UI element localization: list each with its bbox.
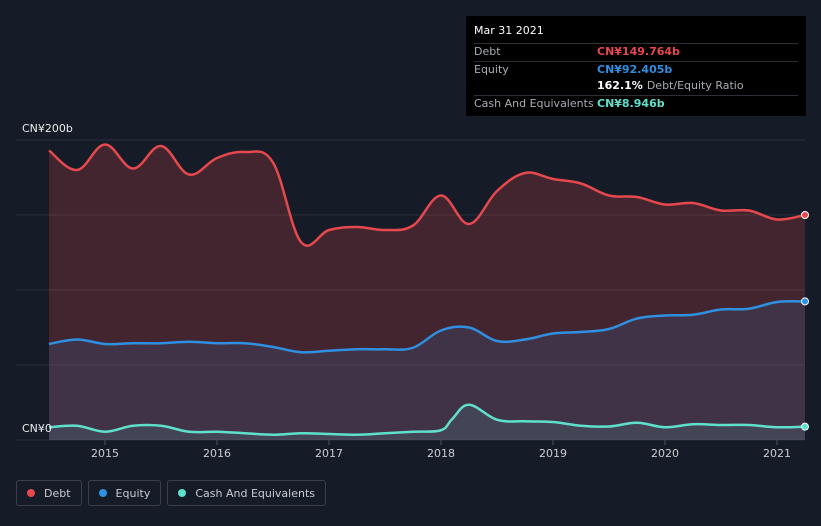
legend-label: Debt: [44, 486, 71, 500]
cash-area: [49, 404, 805, 440]
series-areas: [49, 144, 805, 440]
cash-line: [48, 403, 806, 437]
debt-area: [49, 144, 805, 440]
equity-area: [49, 301, 805, 440]
legend-label: Cash And Equivalents: [195, 486, 315, 500]
x-tick-label: 2019: [539, 447, 567, 460]
tooltip-date: Mar 31 2021: [474, 24, 544, 37]
tooltip-cash-value: CN¥8.946b: [597, 96, 665, 110]
x-tick-label: 2015: [91, 447, 119, 460]
debt-end-marker: [801, 211, 809, 219]
legend-item-cash[interactable]: Cash And Equivalents: [167, 480, 326, 506]
equity-end-marker: [801, 297, 809, 306]
tooltip-row-debt: Debt CN¥149.764b: [474, 43, 798, 61]
tooltip-row-equity: Equity CN¥92.405b: [474, 60, 798, 79]
tooltip-equity-value: CN¥92.405b: [597, 62, 673, 76]
cash-end-marker: [801, 422, 809, 431]
x-tick-label: 2021: [763, 447, 791, 460]
tooltip-equity-label: Equity: [474, 62, 509, 76]
legend-item-debt[interactable]: Debt: [16, 480, 82, 506]
x-tick-label: 2018: [427, 447, 455, 460]
tooltip-cash-label: Cash And Equivalents: [474, 96, 594, 110]
x-tick-label: 2016: [203, 447, 231, 460]
x-tick-label: 2017: [315, 447, 343, 460]
series-lines: [48, 143, 806, 437]
tooltip-panel: Mar 31 2021 Debt CN¥149.764b Equity CN¥9…: [466, 16, 806, 116]
x-axis: 2015 2016 2017 2018 2019 2020 2021: [91, 440, 791, 460]
legend-label: Equity: [115, 486, 151, 500]
tooltip-debt-label: Debt: [474, 45, 501, 58]
equity-line: [48, 299, 806, 354]
tooltip-ratio-value: 162.1%: [597, 79, 643, 92]
y-axis-max-label: CN¥200b: [22, 122, 73, 135]
legend-item-equity[interactable]: Equity: [87, 480, 162, 506]
tooltip-debt-value: CN¥149.764b: [597, 45, 680, 58]
legend-dot-icon: [178, 489, 187, 497]
tooltip-ratio-label: Debt/Equity Ratio: [646, 79, 744, 92]
x-tick-label: 2020: [651, 447, 679, 460]
tooltip-row-cash: Cash And Equivalents CN¥8.946b: [474, 94, 798, 113]
debt-line: [48, 143, 806, 247]
legend-dot-icon: [27, 489, 35, 497]
grid: [16, 139, 805, 441]
legend: Debt Equity Cash And Equivalents: [16, 480, 326, 506]
tooltip-row-ratio: 162.1% Debt/Equity Ratio: [474, 78, 798, 95]
end-markers: [801, 211, 809, 431]
legend-dot-icon: [98, 489, 107, 497]
y-axis-min-label: CN¥0: [22, 422, 52, 435]
